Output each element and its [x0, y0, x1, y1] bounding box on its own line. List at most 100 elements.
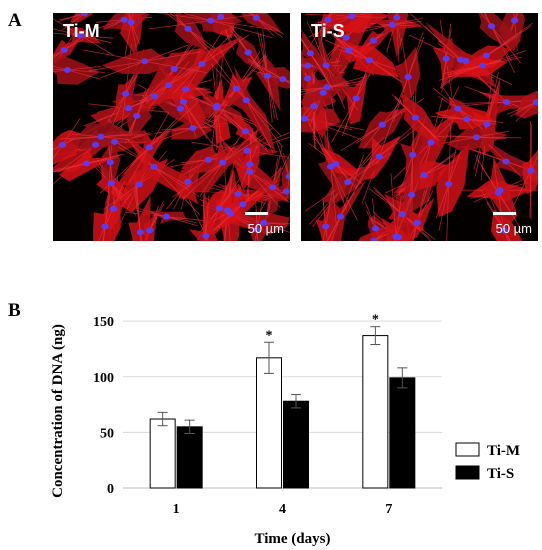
nucleus [127, 19, 135, 26]
nucleus [246, 161, 254, 168]
nucleus [184, 178, 192, 185]
legend-label-ti-m: Ti-M [487, 443, 520, 459]
nucleus [336, 213, 345, 220]
nucleus [370, 237, 378, 241]
nucleus [122, 90, 130, 97]
significance-marker: * [372, 313, 379, 328]
cell [120, 13, 143, 55]
nucleus [80, 13, 89, 17]
nucleus [409, 151, 417, 158]
nucleus [253, 226, 261, 233]
error-bar [291, 394, 301, 409]
nucleus [370, 37, 378, 44]
cell [351, 45, 399, 78]
bar-ti-m-day-7 [362, 335, 389, 489]
nucleus [219, 159, 227, 166]
cell-layer [53, 13, 290, 241]
legend-label-ti-s: Ti-S [487, 466, 514, 482]
nucleus [182, 86, 190, 93]
nucleus [136, 229, 144, 236]
image-label: Ti-S [311, 21, 345, 41]
nucleus [342, 34, 350, 41]
nucleus [482, 52, 490, 59]
nucleus [527, 167, 535, 174]
scale-bar [245, 212, 268, 215]
nucleus [420, 172, 428, 178]
nucleus [107, 180, 115, 187]
nucleus [215, 205, 223, 212]
nucleus [408, 191, 416, 198]
nucleus [442, 55, 450, 62]
nucleus [348, 13, 356, 20]
nucleus [345, 47, 353, 54]
nucleus [392, 233, 400, 240]
nuclei-layer [301, 13, 538, 241]
significance-marker: * [266, 328, 273, 343]
nucleus [162, 213, 170, 220]
nucleus [487, 23, 496, 30]
cell [248, 211, 269, 241]
legend-swatch-ti-m [455, 442, 480, 457]
cell [115, 70, 139, 123]
nucleus [532, 99, 538, 106]
y-axis-title: Concentration of DNA (ng) [50, 324, 66, 498]
nucleus [427, 139, 435, 146]
nucleus [145, 144, 153, 151]
nucleus [494, 189, 502, 196]
nucleus [82, 160, 91, 167]
error-bar [184, 419, 195, 434]
nucleus [97, 133, 105, 140]
nucleus [301, 115, 309, 122]
nucleus [483, 121, 491, 128]
y-tick-label: 150 [93, 315, 114, 330]
nucleus [454, 105, 462, 112]
error-bar [370, 326, 381, 345]
nucleus [393, 14, 401, 21]
nucleus [106, 159, 114, 166]
bar-ti-s-day-1 [176, 426, 203, 489]
error-bar [157, 411, 168, 427]
cell [515, 90, 538, 119]
x-tick-label: 4 [279, 502, 286, 517]
nucleus [404, 74, 412, 80]
nucleus [445, 181, 453, 187]
nucleus [141, 58, 149, 65]
nucleus [246, 168, 254, 175]
nucleus [456, 56, 465, 63]
nucleus [202, 232, 210, 239]
bar-ti-m-day-4 [256, 357, 282, 489]
nucleus [263, 72, 272, 79]
bar-ti-m-day-1 [149, 418, 176, 489]
nucleus [324, 16, 332, 23]
nucleus [189, 125, 197, 131]
nucleus [388, 21, 396, 28]
nucleus [212, 104, 221, 111]
nucleus [398, 211, 406, 218]
micrograph-ti-m: Ti-M 50 µm [53, 13, 290, 241]
nucleus [170, 66, 178, 72]
nucleus [282, 188, 290, 195]
cell [189, 188, 218, 241]
y-tick-label: 50 [100, 426, 114, 441]
scale-bar [493, 212, 516, 215]
nuclei-layer [58, 13, 290, 239]
nucleus [204, 156, 212, 163]
nucleus [378, 121, 386, 128]
nucleus [279, 76, 287, 83]
nucleus [232, 85, 240, 92]
nucleus [133, 112, 141, 119]
x-axis-title: Time (days) [255, 531, 331, 547]
nucleus [217, 13, 225, 20]
nucleus [411, 114, 420, 121]
nucleus [207, 17, 215, 24]
nucleus [226, 210, 234, 217]
nucleus [511, 17, 519, 24]
nucleus [323, 84, 331, 91]
bar-ti-s-day-4 [283, 400, 309, 489]
nucleus [109, 205, 118, 212]
cell [319, 13, 390, 34]
nucleus [243, 147, 251, 154]
nucleus [111, 138, 119, 145]
fluorescence-image [301, 13, 538, 241]
nucleus [198, 60, 206, 67]
